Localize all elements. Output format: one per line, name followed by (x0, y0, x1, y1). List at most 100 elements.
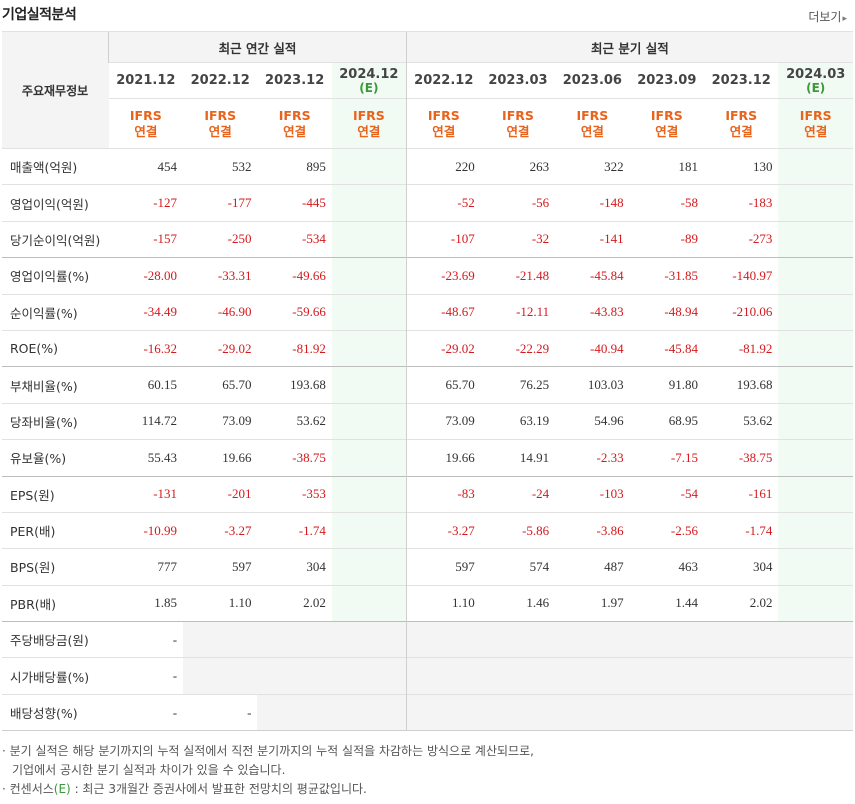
table-cell: -54 (629, 475, 705, 513)
table-cell (257, 621, 332, 658)
period-year: 2022.12 (190, 72, 250, 88)
more-link[interactable]: 더보기▸ (808, 8, 847, 25)
table-row: 배당성향(%) - - (2, 693, 853, 732)
ifrs-label: IFRS (352, 107, 385, 123)
table-cell (778, 257, 853, 295)
consolidated-label: 연결 (432, 123, 456, 139)
table-cell: 65.70 (183, 366, 258, 404)
consolidated-label: 연결 (580, 123, 604, 139)
more-label: 더보기 (808, 10, 842, 24)
table-cell: 1.85 (108, 584, 184, 622)
table-cell: -52 (405, 184, 481, 222)
table-cell (778, 366, 853, 404)
ifrs-basis: IFRS 연결 (183, 98, 258, 149)
footnote-2-text: : 최근 3개월간 증권사에서 발표한 전망치의 평균값입니다. (70, 782, 367, 796)
table-cell: 181 (629, 147, 705, 185)
table-cell: 777 (108, 548, 184, 586)
table-cell: 53.62 (704, 402, 779, 440)
table-cell (405, 693, 481, 732)
table-cell: 454 (108, 147, 184, 185)
row-label: 당기순이익(억원) (2, 220, 109, 258)
ifrs-basis: IFRS 연결 (331, 98, 407, 149)
period-year: 2023.12 (711, 72, 771, 88)
table-cell (331, 439, 407, 477)
table-cell (480, 657, 556, 695)
consolidated-label: 연결 (208, 123, 232, 139)
estimate-marker: (E) (359, 80, 379, 95)
table-cell: -250 (183, 220, 258, 258)
table-cell: -141 (555, 220, 630, 258)
ifrs-label: IFRS (278, 107, 311, 123)
table-cell: -32 (480, 220, 556, 258)
row-label: PER(배) (2, 511, 109, 549)
table-cell: -58 (629, 184, 705, 222)
table-cell: -56 (480, 184, 556, 222)
table-cell: 304 (704, 548, 779, 586)
table-cell: 532 (183, 147, 258, 185)
table-cell: -21.48 (480, 257, 556, 295)
period-header: 2024.12 (E) (331, 62, 407, 99)
table-cell: -5.86 (480, 511, 556, 549)
table-cell (257, 693, 332, 732)
row-label: 시가배당률(%) (2, 657, 109, 695)
consolidated-label: 연결 (729, 123, 753, 139)
footnote-2-estimate: (E) (53, 782, 71, 796)
table-cell: - (108, 657, 184, 695)
consolidated-label: 연결 (655, 123, 679, 139)
row-label: 주당배당금(원) (2, 621, 109, 658)
table-cell: -40.94 (555, 329, 630, 367)
table-cell (331, 511, 407, 549)
table-cell: 895 (257, 147, 332, 185)
table-cell: -46.90 (183, 293, 258, 331)
table-row: 당좌비율(%) 114.72 73.09 53.62 73.09 63.19 54.96 68… (2, 402, 853, 440)
table-cell: -210.06 (704, 293, 779, 331)
table-cell (778, 693, 853, 732)
consolidated-label: 연결 (134, 123, 158, 139)
section-header: 기업실적분석 더보기▸ (0, 0, 855, 30)
table-row: BPS(원) 777 597 304 597 574 487 463 304 (2, 548, 853, 586)
ifrs-basis: IFRS 연결 (629, 98, 705, 149)
table-row: 시가배당률(%) - (2, 657, 853, 695)
table-cell: -445 (257, 184, 332, 222)
table-cell: 91.80 (629, 366, 705, 404)
table-cell (331, 475, 407, 513)
table-cell: -83 (405, 475, 481, 513)
table-cell (183, 657, 258, 695)
table-row: 주당배당금(원) - (2, 621, 853, 658)
table-cell: 60.15 (108, 366, 184, 404)
table-cell (183, 621, 258, 658)
table-cell: -157 (108, 220, 184, 258)
footnote-1-cont: 기업에서 공시한 분기 실적과 차이가 있을 수 있습니다. (12, 763, 286, 777)
table-cell (257, 657, 332, 695)
table-cell: 574 (480, 548, 556, 586)
period-year: 2024.03 (786, 66, 846, 82)
table-cell: 65.70 (405, 366, 481, 404)
table-cell: -3.27 (183, 511, 258, 549)
table-cell (778, 329, 853, 367)
period-header: 2023.09 (629, 62, 705, 99)
table-cell (405, 657, 481, 695)
table-cell (405, 621, 481, 658)
table-cell: 73.09 (183, 402, 258, 440)
period-header: 2022.12 (183, 62, 258, 99)
table-cell: -31.85 (629, 257, 705, 295)
ifrs-label: IFRS (576, 107, 609, 123)
row-label: BPS(원) (2, 548, 109, 586)
quarter-group-header: 최근 분기 실적 (405, 31, 853, 63)
period-year: 2021.12 (116, 72, 176, 88)
footnote-2: · 컨센서스(E) : 최근 3개월간 증권사에서 발표한 전망치의 평균값입니… (2, 780, 534, 799)
table-cell (555, 621, 630, 658)
table-row: 매출액(억원) 454 532 895 220 263 322 181 130 (2, 147, 853, 185)
ifrs-basis: IFRS 연결 (555, 98, 630, 149)
ifrs-label: IFRS (502, 107, 534, 123)
table-row: PER(배) -10.99 -3.27 -1.74 -3.27 -5.86 -3.86 -2.… (2, 511, 853, 549)
table-row: 순이익률(%) -34.49 -46.90 -59.66 -48.67 -12.11 -43… (2, 293, 853, 331)
table-cell: 2.02 (257, 584, 332, 622)
table-cell: -48.94 (629, 293, 705, 331)
footnote-2-prefix: · 컨센서스 (2, 782, 54, 796)
table-cell (778, 657, 853, 695)
annual-group-header: 최근 연간 실적 (108, 31, 407, 63)
table-cell: - (108, 621, 184, 658)
table-cell: - (183, 693, 258, 732)
table-cell (778, 293, 853, 331)
